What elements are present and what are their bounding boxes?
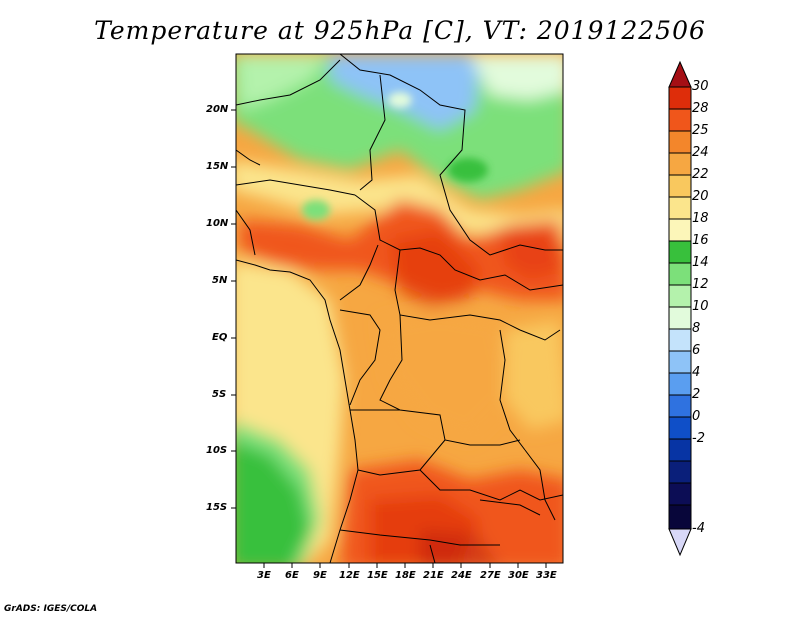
colorbar-swatch <box>668 394 692 418</box>
country-borders <box>236 54 563 563</box>
lon-label-21e: 21E <box>423 570 444 581</box>
lat-ticks <box>231 109 236 509</box>
colorbar-top-arrow <box>668 60 692 88</box>
colorbar-swatch <box>668 86 692 110</box>
colorbar-label: 10 <box>692 299 709 314</box>
colorbar-swatch <box>668 416 692 440</box>
colorbar-swatch <box>668 108 692 132</box>
colorbar-label: -4 <box>692 521 705 536</box>
colorbar-swatch <box>668 350 692 374</box>
colorbar-swatch <box>668 130 692 154</box>
lat-label-15s: 15S <box>206 502 228 513</box>
colorbar-swatch <box>668 460 692 484</box>
lon-label-18e: 18E <box>395 570 416 581</box>
colorbar-swatch <box>668 240 692 264</box>
colorbar-label: -2 <box>692 431 705 446</box>
colorbar-label: 12 <box>692 277 709 292</box>
colorbar-label: 22 <box>692 167 709 182</box>
colorbar-swatch <box>668 284 692 308</box>
colorbar-swatch <box>668 262 692 286</box>
colorbar-label: 6 <box>692 343 701 358</box>
colorbar-swatch <box>668 218 692 242</box>
lon-label-15e: 15E <box>367 570 388 581</box>
lon-label-24e: 24E <box>451 570 472 581</box>
colorbar-bottom-arrow <box>668 528 692 557</box>
colorbar-swatch <box>668 152 692 176</box>
colorbar-label: 16 <box>692 233 709 248</box>
colorbar-swatch <box>668 306 692 330</box>
colorbar-label: 28 <box>692 101 709 116</box>
credit-label: GrADS: IGES/COLA <box>4 604 98 614</box>
lon-label-12e: 12E <box>339 570 360 581</box>
colorbar-swatch <box>668 196 692 220</box>
colorbar-label: 25 <box>692 123 709 138</box>
colorbar-label: 8 <box>692 321 701 336</box>
lat-label-20n: 20N <box>206 104 229 115</box>
lat-label-5n: 5N <box>212 275 228 286</box>
colorbar-swatch <box>668 504 692 530</box>
lat-label-10n: 10N <box>206 218 229 229</box>
map-frame <box>235 53 564 564</box>
colorbar-label: 20 <box>692 189 709 204</box>
colorbar-swatch <box>668 328 692 352</box>
lon-label-30e: 30E <box>508 570 529 581</box>
colorbar-label: 2 <box>692 387 701 402</box>
lat-label-10s: 10S <box>206 445 228 456</box>
lat-label-eq: EQ <box>212 332 228 343</box>
colorbar-label: 14 <box>692 255 709 270</box>
page-title: Temperature at 925hPa [C], VT: 201912250… <box>94 16 706 45</box>
colorbar-label: 18 <box>692 211 709 226</box>
colorbar-label: 24 <box>692 145 709 160</box>
lon-label-33e: 33E <box>536 570 557 581</box>
lon-label-9e: 9E <box>313 570 327 581</box>
lon-label-6e: 6E <box>285 570 299 581</box>
colorbar-swatch <box>668 372 692 396</box>
colorbar-label: 0 <box>692 409 701 424</box>
colorbar-swatch <box>668 438 692 462</box>
lat-label-15n: 15N <box>206 161 229 172</box>
lon-ticks <box>263 563 547 568</box>
colorbar-label: 30 <box>692 79 709 94</box>
lon-label-3e: 3E <box>257 570 271 581</box>
lon-label-27e: 27E <box>480 570 501 581</box>
colorbar-swatch <box>668 482 692 506</box>
colorbar-label: 4 <box>692 365 701 380</box>
lat-label-5s: 5S <box>212 389 227 400</box>
colorbar-swatch <box>668 174 692 198</box>
